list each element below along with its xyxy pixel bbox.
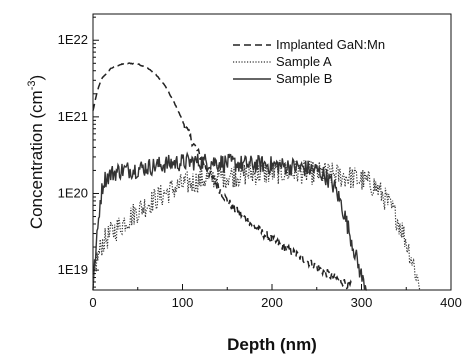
y-axis-label-close: ) [27, 75, 46, 81]
series-line-implanted-gan-mn [92, 62, 354, 290]
legend: Implanted GaN:Mn Sample A Sample B [233, 37, 385, 86]
legend-label: Sample A [276, 54, 332, 69]
legend-label: Sample B [276, 71, 332, 86]
x-tick-label: 100 [172, 295, 194, 310]
x-tick-label: 400 [440, 295, 462, 310]
series-curves [92, 62, 421, 291]
x-tick-label: 200 [261, 295, 283, 310]
series-line-sample-b [92, 151, 367, 291]
y-axis-label: Concentration (cm-3) [26, 75, 46, 229]
x-axis-label: Depth (nm) [227, 335, 317, 354]
x-tick-label: 0 [89, 295, 96, 310]
y-tick-label: 1E22 [58, 32, 88, 47]
y-axis-label-main: Concentration (cm [27, 90, 46, 229]
x-axis-ticks: 0 100 200 300 400 [89, 284, 462, 310]
plot-frame [92, 13, 452, 291]
y-axis-label-exponent: -3 [26, 81, 38, 91]
legend-label: Implanted GaN:Mn [276, 37, 385, 52]
y-axis-ticks: 1E19 1E20 1E21 1E22 [58, 16, 99, 288]
y-tick-label: 1E19 [58, 262, 88, 277]
y-tick-label: 1E20 [58, 185, 88, 200]
series-line-sample-a [92, 159, 421, 291]
x-tick-label: 300 [351, 295, 373, 310]
y-tick-label: 1E21 [58, 109, 88, 124]
